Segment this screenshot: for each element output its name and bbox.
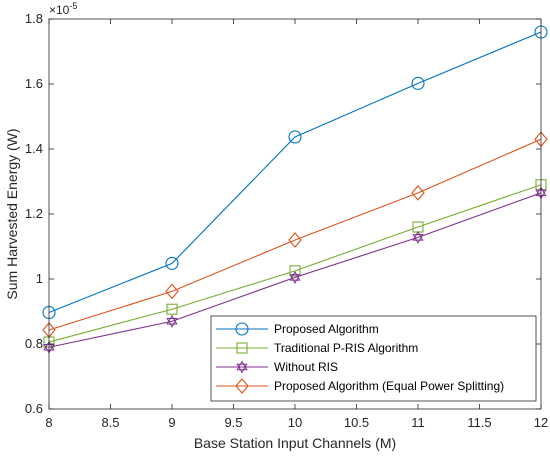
y-tick-label: 1.8 bbox=[25, 11, 43, 26]
legend-entry: Without RIS bbox=[216, 360, 338, 374]
data-point bbox=[411, 185, 425, 201]
legend-entry: Proposed Algorithm bbox=[216, 322, 379, 336]
y-axis-title: Sum Harvested Energy (W) bbox=[4, 128, 20, 299]
legend-entry: Traditional P-RIS Algorithm bbox=[216, 341, 418, 355]
x-axis-title: Base Station Input Channels (M) bbox=[194, 435, 396, 451]
data-point bbox=[412, 230, 424, 244]
data-point bbox=[165, 283, 179, 300]
legend-items: Proposed Algorithm Traditional P-RIS Algo… bbox=[216, 322, 504, 394]
series-line bbox=[48, 31, 542, 313]
y-tick-label: 1 bbox=[36, 271, 43, 286]
y-tick-label: 1.6 bbox=[25, 76, 43, 91]
series-line bbox=[48, 192, 542, 348]
x-tick-label: 9.5 bbox=[224, 415, 242, 430]
data-point bbox=[288, 232, 302, 248]
x-tick-label: 10.5 bbox=[344, 415, 369, 430]
data-point bbox=[288, 130, 302, 144]
x-tick-label: 9 bbox=[168, 415, 175, 430]
legend-label: Proposed Algorithm (Equal Power Splittin… bbox=[274, 379, 504, 393]
data-point bbox=[411, 76, 425, 90]
x-axis: 8 8.5 9 9.5 10 10.5 11 11.5 12 bbox=[45, 19, 548, 430]
y-tick-label: 0.8 bbox=[25, 336, 43, 351]
y-tick-label: 0.6 bbox=[25, 401, 43, 416]
legend-marker bbox=[236, 360, 248, 374]
y-exponent-base: ×10 bbox=[49, 3, 70, 17]
data-point bbox=[166, 314, 178, 328]
x-tick-label: 8.5 bbox=[101, 415, 119, 430]
legend-marker bbox=[235, 322, 249, 336]
y-tick-label: 1.2 bbox=[25, 206, 43, 221]
x-tick-label: 11 bbox=[411, 415, 425, 430]
data-point bbox=[289, 265, 301, 277]
legend-label: Without RIS bbox=[274, 360, 338, 374]
legend: Proposed Algorithm Traditional P-RIS Algo… bbox=[210, 315, 537, 402]
legend-marker bbox=[235, 378, 249, 394]
legend-label: Proposed Algorithm bbox=[274, 322, 379, 336]
legend-box bbox=[210, 315, 537, 402]
data-point bbox=[165, 256, 179, 270]
x-tick-label: 12 bbox=[534, 415, 548, 430]
legend-label: Traditional P-RIS Algorithm bbox=[274, 341, 418, 355]
y-exponent-power: -5 bbox=[69, 1, 77, 11]
data-point bbox=[289, 270, 301, 284]
x-tick-label: 8 bbox=[45, 415, 52, 430]
x-tick-label: 11.5 bbox=[467, 415, 491, 430]
y-exponent: ×10-5 bbox=[49, 1, 77, 17]
y-tick-label: 1.4 bbox=[25, 141, 43, 156]
y-axis: 0.6 0.8 1 1.2 1.4 1.6 1.8 bbox=[25, 11, 541, 416]
legend-marker bbox=[236, 342, 248, 354]
data-point bbox=[166, 303, 178, 315]
x-tick-label: 10 bbox=[288, 415, 302, 430]
series-line bbox=[48, 138, 542, 331]
legend-entry: Proposed Algorithm (Equal Power Splittin… bbox=[216, 378, 504, 394]
